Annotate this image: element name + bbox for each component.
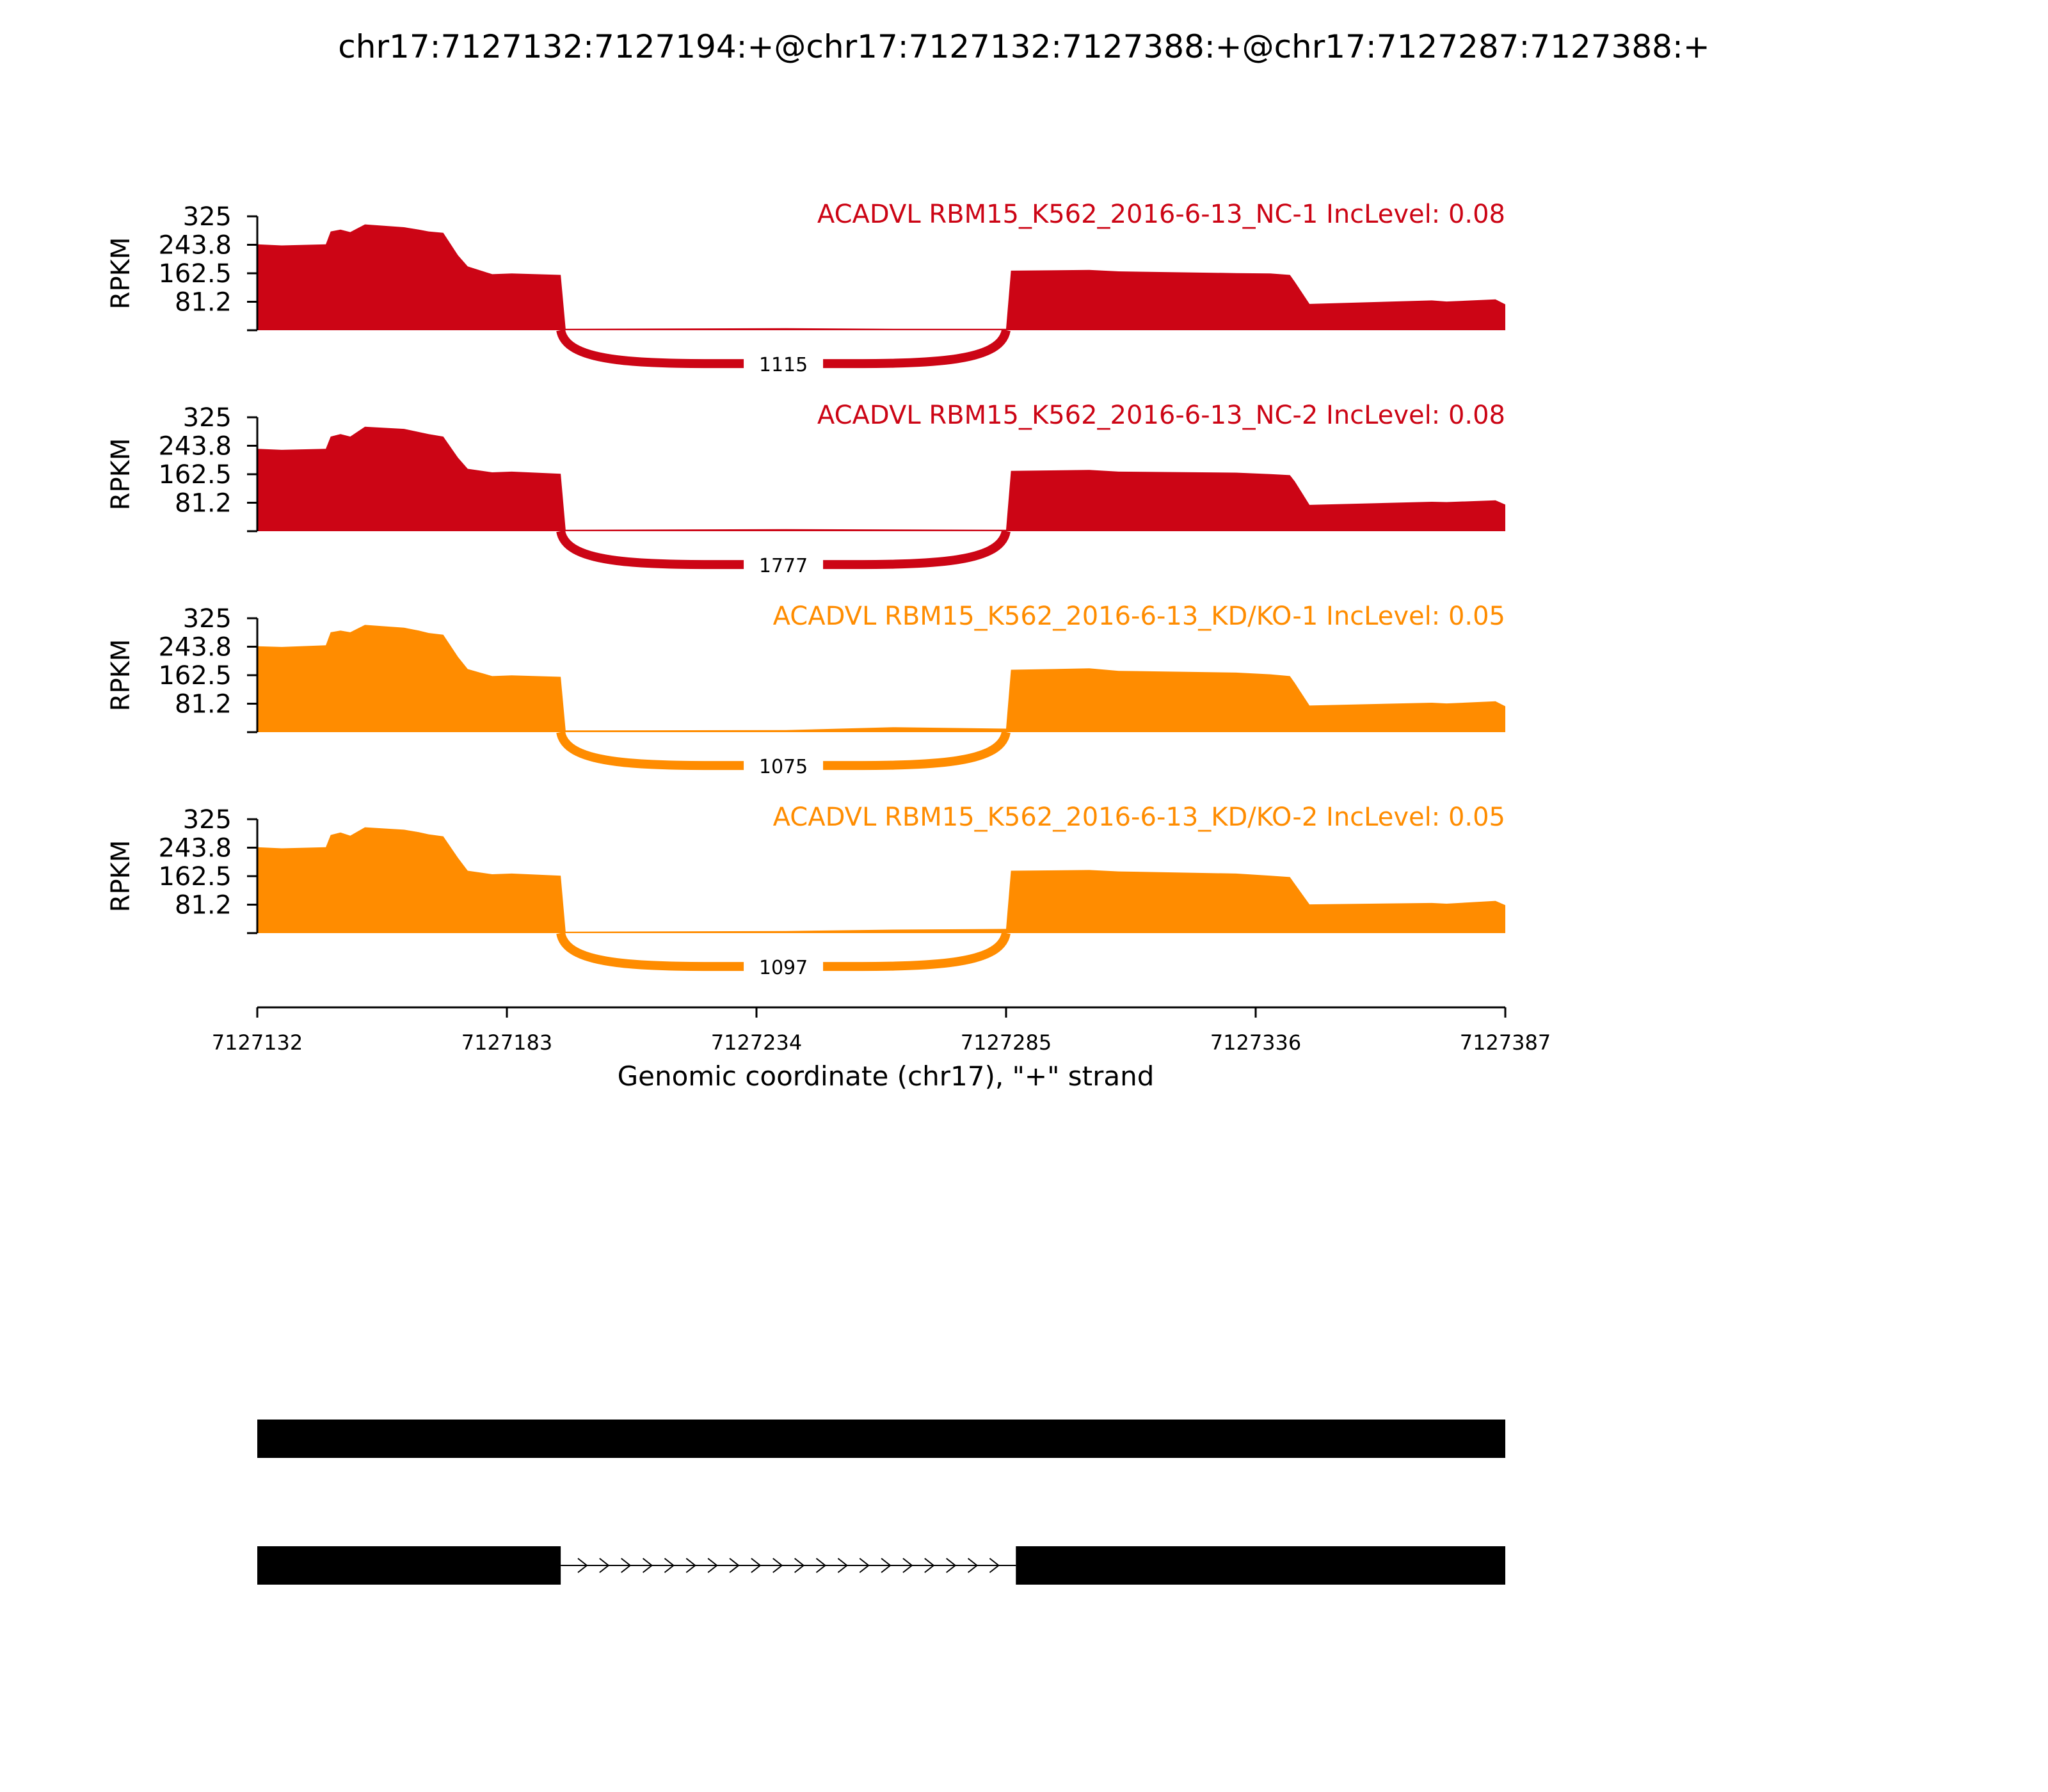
sample-title: ACADVL RBM15_K562_2016-6-13_KD/KO-2 IncL…	[773, 803, 1505, 832]
strand-arrow	[946, 1558, 957, 1573]
junction-count-label: 1097	[759, 957, 808, 979]
y-tick-label: 81.2	[175, 690, 232, 719]
strand-arrow	[902, 1558, 913, 1573]
strand-arrow	[642, 1558, 653, 1573]
junction-label-bg	[744, 749, 824, 782]
strand-arrow	[707, 1558, 718, 1573]
coverage-area	[257, 426, 1505, 531]
strand-arrow	[967, 1558, 979, 1573]
exon	[257, 1546, 561, 1585]
y-tick-label: 162.5	[158, 862, 232, 892]
coverage-area	[257, 224, 1505, 330]
y-axis-label: RPKM	[106, 840, 136, 913]
sample-title: ACADVL RBM15_K562_2016-6-13_NC-1 IncLeve…	[817, 200, 1505, 229]
y-tick-label: 81.2	[175, 489, 232, 518]
y-tick-label: 243.8	[158, 833, 232, 863]
junction-label-bg	[744, 548, 824, 581]
strand-arrow	[772, 1558, 783, 1573]
sample-title: ACADVL RBM15_K562_2016-6-13_KD/KO-1 IncL…	[773, 602, 1505, 631]
y-axis-label: RPKM	[106, 639, 136, 712]
strand-arrow	[685, 1558, 696, 1573]
x-tick-label: 7127387	[1460, 1030, 1551, 1055]
strand-arrow	[815, 1558, 827, 1573]
y-tick-label: 325	[183, 202, 232, 232]
strand-arrow	[794, 1558, 805, 1573]
x-axis: 7127132 7127183 7127234 7127285 7127336 71273…	[212, 1006, 1551, 1055]
strand-arrow	[989, 1558, 1000, 1573]
junction-count-label: 1115	[759, 354, 808, 376]
coverage-area	[257, 827, 1505, 933]
y-tick-label: 243.8	[158, 431, 232, 461]
strand-arrow	[664, 1558, 675, 1573]
y-tick-label: 162.5	[158, 460, 232, 490]
y-tick-label: 243.8	[158, 230, 232, 260]
coverage-area	[257, 625, 1505, 732]
y-tick-label: 81.2	[175, 288, 232, 317]
gene-model-isoform-1	[257, 1420, 1505, 1458]
exon	[257, 1420, 1505, 1458]
y-tick-label: 325	[183, 403, 232, 433]
junction-label-bg	[744, 950, 824, 983]
y-tick-label: 325	[183, 604, 232, 634]
junction-label-bg	[744, 347, 824, 380]
gene-models	[257, 1420, 1505, 1585]
x-tick-label: 7127336	[1210, 1030, 1302, 1055]
y-tick-label: 243.8	[158, 632, 232, 662]
y-axis-label: RPKM	[106, 237, 136, 310]
x-tick-label: 7127183	[461, 1030, 553, 1055]
gene-model-isoform-2	[257, 1546, 1505, 1585]
x-axis-label: Genomic coordinate (chr17), "+" strand	[618, 1060, 1155, 1092]
x-tick-label: 7127285	[961, 1030, 1052, 1055]
junction-count-label: 1075	[759, 756, 808, 778]
x-tick-label: 7127132	[212, 1030, 303, 1055]
strand-arrow	[751, 1558, 762, 1573]
strand-arrow	[599, 1558, 610, 1573]
strand-arrow	[924, 1558, 935, 1573]
strand-arrow	[577, 1558, 588, 1573]
y-axis-label: RPKM	[106, 438, 136, 511]
exon	[1016, 1546, 1505, 1585]
figure-title: chr17:7127132:7127194:+@chr17:7127132:71…	[338, 28, 1709, 65]
y-tick-label: 162.5	[158, 259, 232, 289]
sample-title: ACADVL RBM15_K562_2016-6-13_NC-2 IncLeve…	[817, 401, 1505, 430]
strand-arrow	[881, 1558, 892, 1573]
y-tick-label: 325	[183, 805, 232, 835]
strand-arrow	[729, 1558, 740, 1573]
junction-count-label: 1777	[759, 555, 808, 577]
strand-arrow	[837, 1558, 848, 1573]
x-tick-label: 7127234	[711, 1030, 803, 1055]
y-tick-label: 162.5	[158, 661, 232, 691]
y-tick-label: 81.2	[175, 891, 232, 920]
strand-arrow	[859, 1558, 870, 1573]
strand-arrow	[621, 1558, 632, 1573]
